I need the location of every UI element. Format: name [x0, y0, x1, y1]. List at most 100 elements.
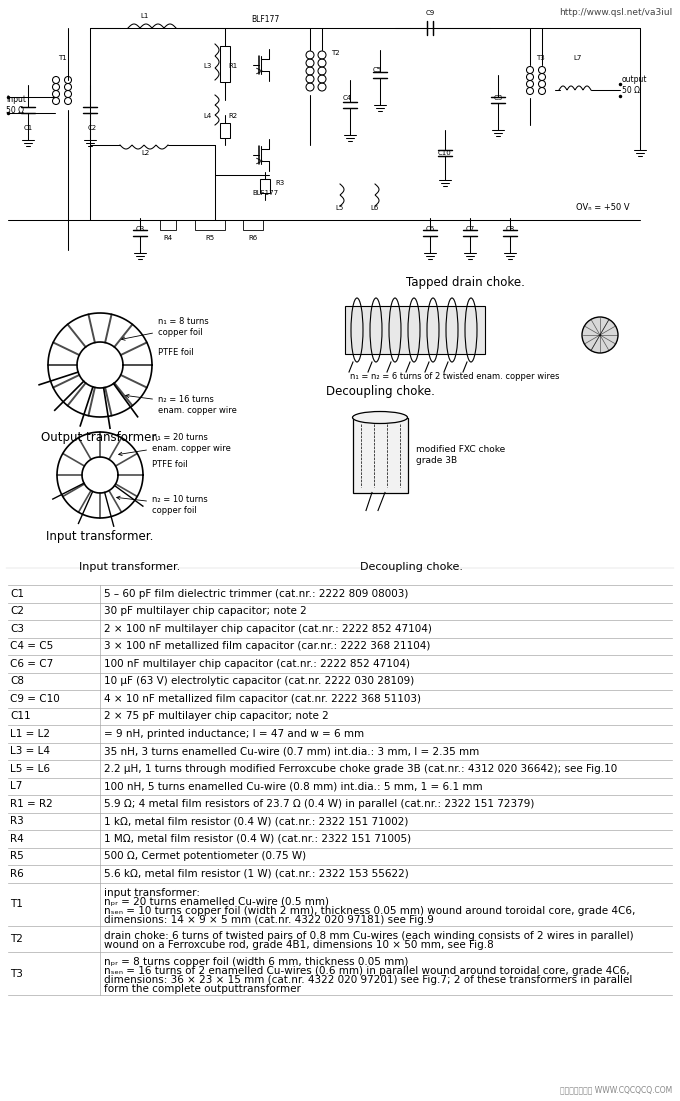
Text: 500 Ω, Cermet potentiometer (0.75 W): 500 Ω, Cermet potentiometer (0.75 W) — [104, 851, 306, 861]
Text: L1 = L2: L1 = L2 — [10, 729, 50, 739]
Text: output
50 Ω: output 50 Ω — [622, 75, 647, 95]
Text: L3: L3 — [203, 63, 212, 69]
Text: BLF177: BLF177 — [252, 190, 278, 196]
Text: C4 = C5: C4 = C5 — [10, 641, 53, 652]
Text: R3: R3 — [10, 816, 24, 826]
Text: 2 × 100 nF multilayer chip capacitor (cat.nr.: 2222 852 47104): 2 × 100 nF multilayer chip capacitor (ca… — [104, 624, 432, 634]
Text: C2: C2 — [88, 126, 97, 131]
Text: R5: R5 — [10, 851, 24, 861]
Text: input transformer:: input transformer: — [104, 887, 200, 897]
Text: R3: R3 — [275, 179, 284, 186]
Text: dimensions: 14 × 9 × 5 mm (cat.nr. 4322 020 97181) see Fig.9: dimensions: 14 × 9 × 5 mm (cat.nr. 4322 … — [104, 915, 434, 925]
Text: Input transformer.: Input transformer. — [80, 562, 181, 573]
Text: T1: T1 — [10, 900, 23, 909]
Text: Input transformer.: Input transformer. — [46, 530, 154, 543]
Bar — [260, 179, 270, 193]
Text: nₛₑₙ = 10 turns copper foil (width 2 mm), thickness 0.05 mm) wound around toroid: nₛₑₙ = 10 turns copper foil (width 2 mm)… — [104, 906, 635, 916]
Circle shape — [582, 317, 618, 353]
Text: C3: C3 — [10, 624, 24, 634]
Text: C2: C2 — [10, 607, 24, 617]
Text: C5: C5 — [373, 67, 382, 73]
Text: n₁ = 20 turns
enam. copper wire: n₁ = 20 turns enam. copper wire — [119, 434, 231, 456]
Text: 3 × 100 nF metallized film capacitor (car.nr.: 2222 368 21104): 3 × 100 nF metallized film capacitor (ca… — [104, 641, 430, 652]
Text: = 9 nH, printed inductance; l = 47 and w = 6 mm: = 9 nH, printed inductance; l = 47 and w… — [104, 729, 364, 739]
Text: 中国业余无线电 WWW.CQCQCQ.COM: 中国业余无线电 WWW.CQCQCQ.COM — [560, 1084, 672, 1094]
Text: n₂ = 16 turns
enam. copper wire: n₂ = 16 turns enam. copper wire — [126, 394, 237, 415]
Text: R6: R6 — [10, 869, 24, 879]
Text: C10: C10 — [438, 150, 452, 156]
Text: R1 = R2: R1 = R2 — [10, 798, 53, 809]
Text: C9 = C10: C9 = C10 — [10, 694, 60, 704]
Bar — [345, 306, 485, 355]
Text: BLF177: BLF177 — [251, 15, 279, 24]
Text: OVₙ = +50 V: OVₙ = +50 V — [577, 203, 630, 212]
Text: R6: R6 — [248, 235, 258, 241]
Text: Tapped drain choke.: Tapped drain choke. — [405, 276, 524, 288]
Bar — [195, 220, 225, 230]
Text: nₚᵣ = 8 turns copper foil (width 6 mm, thickness 0.05 mm): nₚᵣ = 8 turns copper foil (width 6 mm, t… — [104, 957, 409, 967]
Text: T1: T1 — [58, 55, 67, 61]
Text: R1: R1 — [228, 63, 237, 69]
Text: L4: L4 — [204, 113, 212, 119]
Bar — [352, 417, 407, 492]
Text: R2: R2 — [228, 113, 237, 119]
Text: nₚᵣ = 20 turns enamelled Cu-wire (0.5 mm): nₚᵣ = 20 turns enamelled Cu-wire (0.5 mm… — [104, 896, 329, 907]
Text: n₁ = 8 turns
copper foil: n₁ = 8 turns copper foil — [122, 317, 209, 340]
Text: dimensions: 36 × 23 × 15 mm (cat.nr. 4322 020 97201) see Fig.7; 2 of these trans: dimensions: 36 × 23 × 15 mm (cat.nr. 432… — [104, 975, 632, 985]
Bar — [243, 220, 263, 230]
Text: L7: L7 — [10, 782, 22, 792]
Text: L5 = L6: L5 = L6 — [10, 764, 50, 774]
Text: 2.2 μH, 1 turns through modified Ferroxcube choke grade 3B (cat.nr.: 4312 020 36: 2.2 μH, 1 turns through modified Ferroxc… — [104, 764, 617, 774]
Text: 1 MΩ, metal film resistor (0.4 W) (cat.nr.: 2322 151 71005): 1 MΩ, metal film resistor (0.4 W) (cat.n… — [104, 833, 411, 843]
Text: http://www.qsl.net/va3iul: http://www.qsl.net/va3iul — [559, 8, 672, 17]
Text: L7: L7 — [574, 55, 582, 61]
Bar — [160, 220, 176, 230]
Text: PTFE foil: PTFE foil — [158, 348, 194, 357]
Text: C8: C8 — [505, 226, 515, 232]
Text: T3: T3 — [10, 969, 23, 979]
Text: T2: T2 — [10, 934, 23, 944]
Text: L6: L6 — [371, 205, 379, 211]
Text: 4 × 10 nF metallized film capacitor (cat.nr. 2222 368 51103): 4 × 10 nF metallized film capacitor (cat… — [104, 694, 421, 704]
Text: n₂ = 10 turns
copper foil: n₂ = 10 turns copper foil — [117, 495, 208, 514]
Text: Decoupling choke.: Decoupling choke. — [326, 384, 435, 397]
Text: 30 pF multilayer chip capacitor; note 2: 30 pF multilayer chip capacitor; note 2 — [104, 607, 307, 617]
Text: form the complete outputtransformer: form the complete outputtransformer — [104, 984, 301, 994]
Text: drain choke: 6 turns of twisted pairs of 0.8 mm Cu-wires (each winding consists : drain choke: 6 turns of twisted pairs of… — [104, 931, 634, 941]
Text: 5.6 kΩ, metal film resistor (1 W) (cat.nr.: 2322 153 55622): 5.6 kΩ, metal film resistor (1 W) (cat.n… — [104, 869, 409, 879]
Text: T2: T2 — [330, 50, 339, 56]
Text: 10 μF (63 V) electrolytic capacitor (cat.nr. 2222 030 28109): 10 μF (63 V) electrolytic capacitor (cat… — [104, 676, 414, 686]
Text: L3 = L4: L3 = L4 — [10, 746, 50, 756]
Text: input
50 Ω: input 50 Ω — [6, 96, 26, 115]
Text: C11: C11 — [10, 711, 31, 721]
Text: C7: C7 — [465, 226, 475, 232]
Text: 2 × 75 pF multilayer chip capacitor; note 2: 2 × 75 pF multilayer chip capacitor; not… — [104, 711, 328, 721]
Text: L5: L5 — [336, 205, 344, 211]
Ellipse shape — [352, 412, 407, 424]
Text: C4: C4 — [343, 95, 352, 101]
Text: R4: R4 — [10, 833, 24, 843]
Text: C6: C6 — [426, 226, 435, 232]
Text: C1: C1 — [10, 589, 24, 599]
Text: R4: R4 — [163, 235, 173, 241]
Text: C1: C1 — [23, 126, 33, 131]
Text: C9: C9 — [426, 10, 435, 17]
Text: 100 nH, 5 turns enamelled Cu-wire (0.8 mm) int.dia.: 5 mm, 1 = 6.1 mm: 100 nH, 5 turns enamelled Cu-wire (0.8 m… — [104, 782, 483, 792]
Text: C8: C8 — [10, 676, 24, 686]
Text: R5: R5 — [205, 235, 215, 241]
Bar — [220, 46, 230, 81]
Text: Output transformer.: Output transformer. — [41, 430, 159, 444]
Text: 35 nH, 3 turns enamelled Cu-wire (0.7 mm) int.dia.: 3 mm, l = 2.35 mm: 35 nH, 3 turns enamelled Cu-wire (0.7 mm… — [104, 746, 479, 756]
Bar — [220, 122, 230, 138]
Text: 1 kΩ, metal film resistor (0.4 W) (cat.nr.: 2322 151 71002): 1 kΩ, metal film resistor (0.4 W) (cat.n… — [104, 816, 409, 826]
Text: PTFE foil: PTFE foil — [152, 460, 188, 469]
Text: T3: T3 — [536, 55, 545, 61]
Text: 100 nF multilayer chip capacitor (cat.nr.: 2222 852 47104): 100 nF multilayer chip capacitor (cat.nr… — [104, 658, 410, 668]
Text: 5 – 60 pF film dielectric trimmer (cat.nr.: 2222 809 08003): 5 – 60 pF film dielectric trimmer (cat.n… — [104, 589, 409, 599]
Text: nₛₑₙ = 16 turns of 2 enamelled Cu-wires (0.6 mm) in parallel wound around toroid: nₛₑₙ = 16 turns of 2 enamelled Cu-wires … — [104, 966, 630, 975]
Text: C3: C3 — [494, 95, 503, 101]
Text: C6 = C7: C6 = C7 — [10, 658, 53, 668]
Text: C3: C3 — [135, 226, 145, 232]
Text: modified FXC choke
grade 3B: modified FXC choke grade 3B — [415, 445, 505, 465]
Text: n₁ = n₂ = 6 turns of 2 twisted enam. copper wires: n₁ = n₂ = 6 turns of 2 twisted enam. cop… — [350, 372, 560, 381]
